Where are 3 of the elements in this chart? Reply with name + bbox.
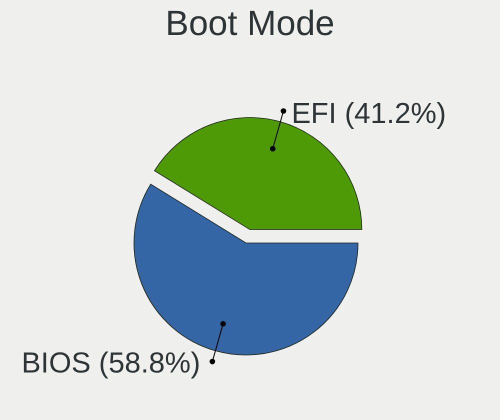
chart-title: Boot Mode xyxy=(165,4,335,43)
slice-label: EFI (41.2%) xyxy=(291,98,446,130)
slice-label: BIOS (58.8%) xyxy=(21,348,200,380)
